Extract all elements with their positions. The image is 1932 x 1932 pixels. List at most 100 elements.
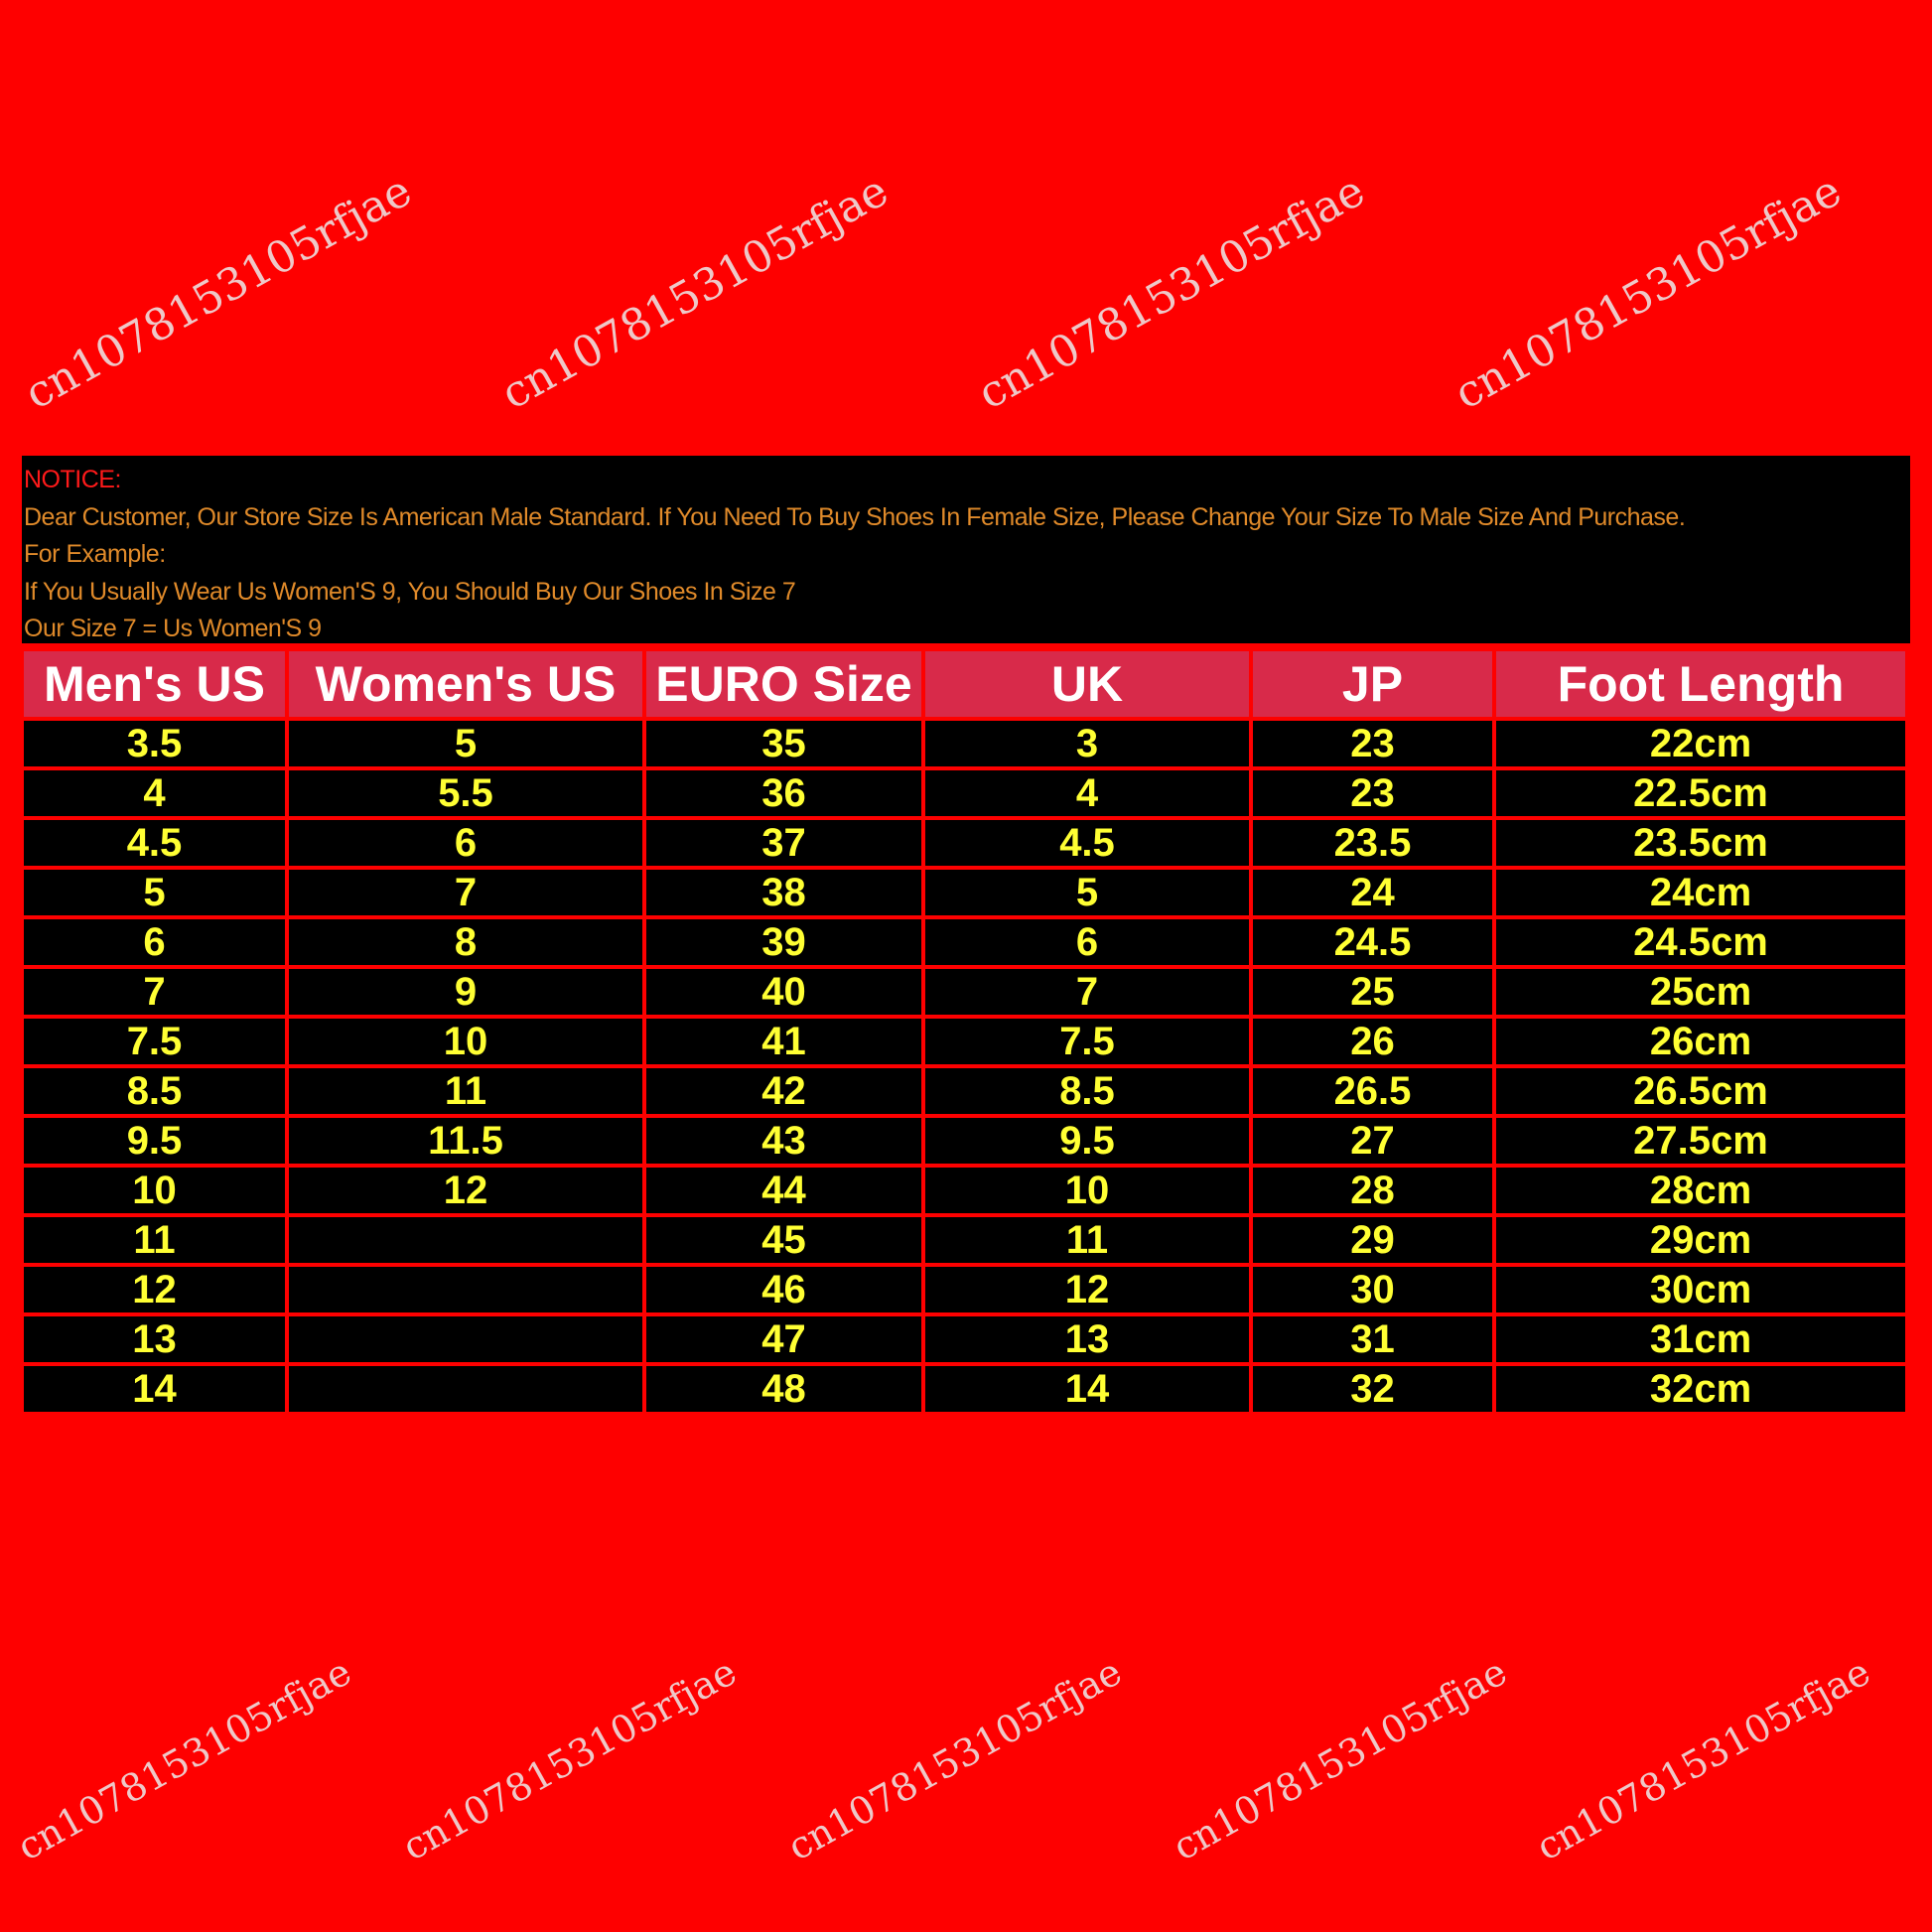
- table-cell: 23.5cm: [1492, 816, 1909, 870]
- table-cell: 47: [642, 1312, 925, 1366]
- table-cell: 24.5: [1249, 915, 1496, 969]
- table-row: 11 45 11 29 29cm: [20, 1213, 1909, 1267]
- table-cell: 14: [921, 1362, 1253, 1416]
- table-cell: 32: [1249, 1362, 1496, 1416]
- table-cell: 36: [642, 766, 925, 820]
- watermark: cn1078153105rfjae: [1446, 165, 1850, 420]
- table-cell: 43: [642, 1114, 925, 1168]
- table-cell: 14: [20, 1362, 289, 1416]
- notice-line: Our Size 7 = Us Women'S 9: [24, 615, 322, 642]
- column-header: Women's US: [285, 647, 646, 721]
- table-cell: 45: [642, 1213, 925, 1267]
- table-row: 8.5 11 42 8.5 26.5 26.5cm: [20, 1064, 1909, 1118]
- table-row: 14 48 14 32 32cm: [20, 1362, 1909, 1416]
- table-row: 4.5 6 37 4.5 23.5 23.5cm: [20, 816, 1909, 870]
- table-cell: 12: [20, 1263, 289, 1316]
- table-cell: 28: [1249, 1164, 1496, 1217]
- table-cell: 35: [642, 717, 925, 770]
- table-cell: 24: [1249, 866, 1496, 919]
- table-cell: 4: [20, 766, 289, 820]
- table-cell: [285, 1362, 646, 1416]
- table-cell: 7.5: [20, 1015, 289, 1068]
- table-cell: 9.5: [921, 1114, 1253, 1168]
- table-cell: 13: [20, 1312, 289, 1366]
- table-cell: 40: [642, 965, 925, 1019]
- table-cell: 11: [20, 1213, 289, 1267]
- column-header: Men's US: [20, 647, 289, 721]
- table-cell: 30: [1249, 1263, 1496, 1316]
- table-cell: 8: [285, 915, 646, 969]
- table-cell: 5: [285, 717, 646, 770]
- table-cell: 23.5: [1249, 816, 1496, 870]
- table-cell: [285, 1312, 646, 1366]
- header-row: Men's US Women's US EURO Size UK JP Foot Leng…: [20, 647, 1909, 721]
- table-cell: 41: [642, 1015, 925, 1068]
- table-cell: 31cm: [1492, 1312, 1909, 1366]
- table-cell: 26cm: [1492, 1015, 1909, 1068]
- table-cell: 6: [921, 915, 1253, 969]
- table-cell: 6: [285, 816, 646, 870]
- watermark: cn1078153105rfjae: [395, 1649, 744, 1869]
- table-cell: 27: [1249, 1114, 1496, 1168]
- table-cell: 25: [1249, 965, 1496, 1019]
- table-cell: 25cm: [1492, 965, 1909, 1019]
- table-cell: 10: [921, 1164, 1253, 1217]
- column-header: Foot Length: [1492, 647, 1909, 721]
- notice-line: Dear Customer, Our Store Size Is America…: [24, 502, 1686, 531]
- table-cell: 7: [285, 866, 646, 919]
- table-cell: 10: [285, 1015, 646, 1068]
- table-cell: 3.5: [20, 717, 289, 770]
- table-cell: 5: [921, 866, 1253, 919]
- table-cell: 4.5: [20, 816, 289, 870]
- table-row: 13 47 13 31 31cm: [20, 1312, 1909, 1366]
- table-cell: 22cm: [1492, 717, 1909, 770]
- table-row: 6 8 39 6 24.5 24.5cm: [20, 915, 1909, 969]
- table-cell: 7: [20, 965, 289, 1019]
- table-cell: 12: [285, 1164, 646, 1217]
- notice-line: For Example:: [24, 540, 166, 568]
- table-cell: [285, 1263, 646, 1316]
- table-row: 10 12 44 10 28 28cm: [20, 1164, 1909, 1217]
- table-cell: 26.5: [1249, 1064, 1496, 1118]
- table-cell: 7: [921, 965, 1253, 1019]
- watermark: cn1078153105rfjae: [10, 1649, 358, 1869]
- table-row: 4 5.5 36 4 23 22.5cm: [20, 766, 1909, 820]
- table-cell: 23: [1249, 717, 1496, 770]
- notice-line: If You Usually Wear Us Women'S 9, You Sh…: [24, 577, 796, 606]
- table-cell: 31: [1249, 1312, 1496, 1366]
- notice-box: NOTICE: Dear Customer, Our Store Size Is…: [22, 456, 1910, 643]
- table-cell: 8.5: [921, 1064, 1253, 1118]
- table-row: 5 7 38 5 24 24cm: [20, 866, 1909, 919]
- table-cell: 48: [642, 1362, 925, 1416]
- table-cell: 44: [642, 1164, 925, 1217]
- watermark: cn1078153105rfjae: [780, 1649, 1129, 1869]
- table-cell: 10: [20, 1164, 289, 1217]
- table-cell: 7.5: [921, 1015, 1253, 1068]
- table-row: 9.5 11.5 43 9.5 27 27.5cm: [20, 1114, 1909, 1168]
- table-cell: 11.5: [285, 1114, 646, 1168]
- table-cell: 42: [642, 1064, 925, 1118]
- table-cell: 9.5: [20, 1114, 289, 1168]
- table-cell: [285, 1213, 646, 1267]
- table-cell: 12: [921, 1263, 1253, 1316]
- watermark: cn1078153105rfjae: [969, 165, 1373, 420]
- table-cell: 27.5cm: [1492, 1114, 1909, 1168]
- table-row: 7 9 40 7 25 25cm: [20, 965, 1909, 1019]
- size-chart-table: Men's US Women's US EURO Size UK JP Foot Leng…: [20, 647, 1909, 1416]
- table-cell: 29: [1249, 1213, 1496, 1267]
- table-cell: 9: [285, 965, 646, 1019]
- table-cell: 32cm: [1492, 1362, 1909, 1416]
- table-cell: 4.5: [921, 816, 1253, 870]
- table-cell: 13: [921, 1312, 1253, 1366]
- watermark: cn1078153105rfjae: [1166, 1649, 1514, 1869]
- table-cell: 46: [642, 1263, 925, 1316]
- table-row: 3.5 5 35 3 23 22cm: [20, 717, 1909, 770]
- table-cell: 24.5cm: [1492, 915, 1909, 969]
- table-cell: 6: [20, 915, 289, 969]
- table-cell: 26.5cm: [1492, 1064, 1909, 1118]
- table-cell: 23: [1249, 766, 1496, 820]
- table-cell: 39: [642, 915, 925, 969]
- table-cell: 5: [20, 866, 289, 919]
- table-cell: 28cm: [1492, 1164, 1909, 1217]
- column-header: JP: [1249, 647, 1496, 721]
